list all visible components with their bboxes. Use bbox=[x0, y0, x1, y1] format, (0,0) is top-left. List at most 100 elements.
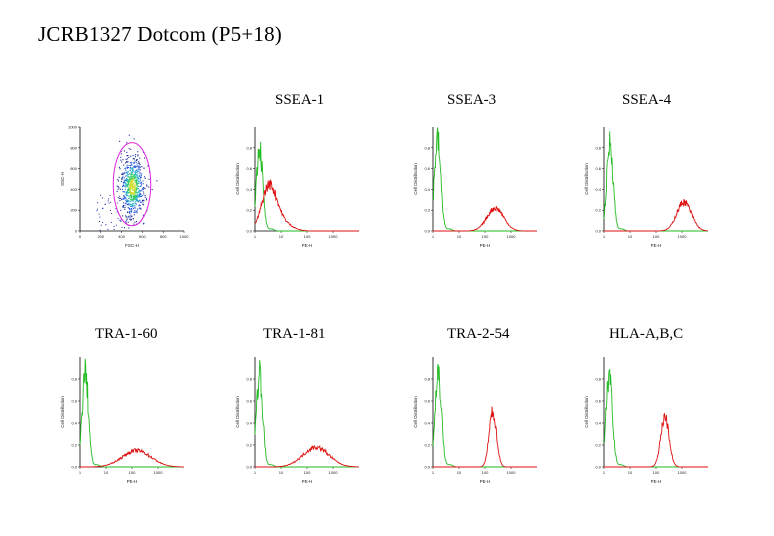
scatter-point bbox=[110, 201, 112, 203]
x-tick-label: 0 bbox=[79, 234, 82, 239]
scatter-point bbox=[136, 159, 138, 162]
scatter-point bbox=[133, 161, 135, 164]
x-tick-label: 10 bbox=[279, 234, 284, 239]
scatter-point bbox=[138, 162, 141, 164]
scatter-point bbox=[117, 218, 119, 220]
scatter-point bbox=[129, 184, 131, 186]
scatter-point bbox=[128, 181, 131, 183]
scatter-point bbox=[138, 162, 140, 164]
scatter-point bbox=[139, 195, 141, 197]
histogram-sample bbox=[604, 412, 708, 468]
scatter-point bbox=[132, 172, 134, 174]
scatter-point bbox=[124, 197, 126, 199]
scatter-point bbox=[136, 186, 138, 188]
scatter-point bbox=[144, 194, 146, 197]
y-tick-label: 0.6 bbox=[71, 399, 77, 404]
scatter-point bbox=[135, 172, 137, 174]
scatter-point bbox=[127, 154, 129, 157]
scatter-point bbox=[135, 200, 138, 202]
scatter-point bbox=[127, 194, 129, 196]
scatter-point bbox=[137, 167, 139, 169]
scatter-point bbox=[128, 156, 130, 158]
scatter-point bbox=[115, 224, 117, 226]
scatter-point bbox=[128, 180, 130, 182]
scatter-point bbox=[120, 180, 122, 182]
scatter-point bbox=[139, 193, 141, 195]
scatter-point bbox=[102, 207, 104, 209]
scatter-point bbox=[139, 194, 141, 196]
scatter-point bbox=[133, 165, 135, 168]
y-axis-label: Cell Distribution bbox=[584, 396, 589, 428]
histogram-sample bbox=[604, 198, 709, 232]
scatter-point bbox=[131, 209, 133, 211]
y-tick-label: 0.2 bbox=[246, 208, 252, 213]
scatter-point bbox=[96, 208, 98, 210]
scatter-point bbox=[133, 158, 135, 160]
y-tick-label: 0.0 bbox=[246, 229, 252, 234]
x-tick-label: 100 bbox=[653, 470, 660, 475]
scatter-point bbox=[123, 202, 125, 204]
scatter-point bbox=[136, 183, 139, 185]
scatter-point bbox=[138, 205, 140, 207]
scatter-point bbox=[128, 212, 131, 214]
scatter-point bbox=[131, 198, 133, 200]
histogram-sample bbox=[433, 206, 537, 232]
y-tick-label: 0.2 bbox=[595, 208, 601, 213]
scatter-point bbox=[137, 200, 139, 202]
scatter-point bbox=[137, 151, 139, 153]
scatter-point bbox=[126, 142, 128, 144]
scatter-point bbox=[126, 194, 128, 196]
scatter-point bbox=[120, 153, 122, 155]
scatter-point bbox=[143, 187, 145, 189]
scatter-point bbox=[124, 185, 126, 187]
scatter-point bbox=[108, 202, 110, 204]
scatter-point bbox=[135, 194, 137, 196]
scatter-point bbox=[109, 209, 111, 211]
scatter-point bbox=[130, 172, 132, 174]
scatter-point bbox=[127, 212, 129, 214]
x-tick-label: 10 bbox=[104, 470, 109, 475]
scatter-point bbox=[138, 165, 140, 167]
scatter-point bbox=[129, 190, 131, 192]
y-tick-label: 0.2 bbox=[71, 443, 77, 448]
scatter-point bbox=[133, 189, 135, 191]
scatter-point bbox=[121, 161, 123, 163]
scatter-point bbox=[121, 206, 123, 208]
scatter-point bbox=[136, 181, 138, 183]
scatter-point bbox=[138, 168, 140, 170]
scatter-point bbox=[136, 179, 138, 181]
scatter-point bbox=[136, 169, 138, 171]
scatter-point bbox=[140, 208, 142, 210]
scatter-point bbox=[136, 171, 138, 174]
scatter-point bbox=[130, 181, 132, 183]
y-axis-label: Cell Distribution bbox=[235, 396, 240, 428]
scatter-point bbox=[120, 150, 122, 153]
scatter-point bbox=[126, 203, 128, 205]
scatter-point bbox=[115, 208, 117, 210]
scatter-point bbox=[142, 180, 144, 182]
scatter-point bbox=[132, 186, 134, 189]
scatter-point bbox=[123, 195, 125, 197]
scatter-point bbox=[133, 193, 135, 195]
x-tick-label: 100 bbox=[304, 234, 311, 239]
scatter-point bbox=[125, 197, 127, 200]
scatter-point bbox=[131, 208, 133, 210]
histogram-sample bbox=[433, 406, 537, 468]
scatter-point bbox=[125, 191, 127, 193]
scatter-point bbox=[129, 217, 131, 219]
scatter-point bbox=[124, 206, 126, 208]
scatter-point bbox=[124, 162, 127, 164]
scatter-point bbox=[130, 171, 132, 173]
scatter-point bbox=[119, 219, 121, 221]
scatter-point bbox=[127, 221, 129, 223]
scatter-point bbox=[135, 170, 137, 172]
scatter-point bbox=[121, 215, 124, 217]
scatter-point bbox=[140, 201, 142, 203]
x-tick-label: 10 bbox=[457, 234, 462, 239]
scatter-point bbox=[135, 198, 137, 200]
scatter-point bbox=[130, 167, 132, 169]
scatter-point bbox=[127, 182, 130, 184]
scatter-point bbox=[135, 195, 137, 197]
scatter-point bbox=[133, 188, 135, 191]
scatter-point bbox=[135, 211, 137, 213]
